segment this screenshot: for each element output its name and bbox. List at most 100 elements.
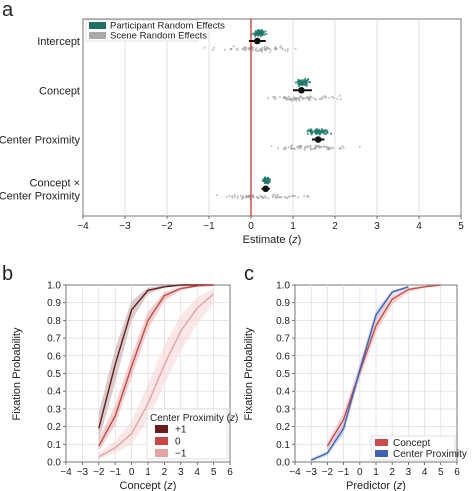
scene-effect-point (293, 148, 296, 151)
scene-effect-point (292, 194, 295, 197)
y-tick-label: 0.2 (47, 422, 61, 433)
scene-effect-point (272, 193, 275, 196)
row-label: Center Proximity (0, 190, 81, 202)
participant-effect-point (314, 130, 317, 133)
scene-effect-point (332, 96, 335, 99)
scene-effect-point (290, 144, 293, 147)
scene-effect-point (245, 46, 248, 49)
participant-effect-point (265, 178, 268, 181)
scene-effect-point (296, 146, 299, 149)
scene-effect-point (274, 194, 277, 197)
scene-effect-point (239, 194, 242, 197)
scene-effect-point (211, 49, 214, 52)
y-tick-label: 0.3 (276, 404, 290, 415)
scene-effect-point (331, 95, 334, 98)
scene-effect-point (298, 97, 301, 100)
scene-effect-point (241, 197, 244, 200)
participant-effect-point (261, 30, 264, 33)
legend-label-center-proximity: Center Proximity (393, 449, 467, 460)
y-tick-label: 0.1 (47, 440, 61, 451)
panel-letter-c: c (244, 263, 254, 285)
x-tick-label: 6 (227, 467, 233, 478)
scene-effect-point (274, 47, 277, 50)
y-tick-label: 0.5 (47, 369, 61, 380)
y-tick-label: 0.1 (276, 440, 290, 451)
confidence-band (98, 288, 214, 460)
x-tick-label: 4 (422, 467, 428, 478)
scene-effect-point (261, 46, 264, 49)
scene-effect-point (286, 48, 289, 51)
x-tick-label: −2 (322, 467, 334, 478)
scene-effect-point (358, 145, 361, 148)
scene-effect-point (275, 196, 278, 199)
participant-effect-point (319, 132, 322, 135)
participant-effect-point (324, 132, 327, 135)
scene-effect-point (246, 195, 249, 198)
scene-effect-point (255, 47, 258, 50)
x-tick-label: 1 (373, 467, 379, 478)
participant-effect-point (301, 82, 305, 85)
scene-effect-point (298, 147, 301, 150)
scene-effect-point (306, 144, 309, 147)
scene-effect-point (317, 145, 320, 148)
scene-effect-point (294, 98, 297, 101)
scene-effect-point (278, 196, 281, 199)
scene-effect-point (328, 147, 331, 150)
scene-effect-point (277, 147, 280, 150)
panel-a-random-effects (203, 28, 361, 200)
scene-effect-point (263, 46, 266, 49)
scene-effect-point (309, 148, 312, 151)
scene-effect-point (287, 195, 290, 198)
y-tick-label: 0.4 (47, 387, 61, 398)
scene-effect-point (274, 97, 277, 100)
y-tick-label: 0.6 (47, 351, 61, 362)
scene-effect-point (242, 48, 245, 51)
scene-effect-point (313, 148, 316, 151)
scene-effect-point (295, 96, 298, 99)
participant-effect-point (261, 33, 264, 36)
scene-effect-point (304, 97, 307, 100)
scene-effect-point (252, 49, 255, 52)
scene-effect-point (325, 145, 328, 148)
participant-effect-point (297, 79, 300, 82)
y-tick-label: 0.4 (276, 387, 290, 398)
scene-effect-point (292, 98, 295, 101)
panel-b-y-axis-label: Fixation Probability (11, 327, 23, 420)
y-tick-label: 0.0 (276, 458, 290, 469)
participant-effect-point (257, 34, 260, 37)
participant-effect-point (305, 83, 308, 86)
x-tick-label: −1 (109, 467, 121, 478)
scene-effect-point (290, 147, 293, 150)
scene-effect-point (308, 195, 311, 198)
participant-effect-point (294, 81, 297, 84)
x-tick-label: −4 (77, 221, 89, 232)
participant-effect-point (255, 30, 258, 33)
scene-effect-point (287, 95, 290, 98)
panel-c-y-ticks: 0.0 0.1 0.2 0.3 0.4 0.5 0.6 0.7 0.8 0.9 1.0 (276, 281, 295, 469)
scene-effect-point (284, 196, 287, 199)
panel-c-x-axis-label: Predictor (z) (346, 480, 406, 491)
legend-swatch-participant (89, 22, 106, 29)
scene-effect-point (286, 50, 289, 53)
y-tick-label: 1.0 (47, 281, 61, 292)
x-tick-label: 0 (129, 467, 135, 478)
participant-effect-point (329, 132, 333, 135)
participant-effect-point (259, 35, 262, 38)
scene-effect-point (319, 146, 322, 149)
participant-effect-point (266, 181, 269, 184)
x-tick-label: 3 (374, 221, 380, 232)
scene-effect-point (312, 96, 315, 99)
legend-swatch-scene (89, 32, 106, 39)
x-tick-label: −1 (203, 221, 215, 232)
y-tick-label: 0.8 (276, 316, 290, 327)
x-tick-label: −4 (289, 467, 301, 478)
legend-label-zero: 0 (175, 437, 181, 448)
participant-effect-point (267, 178, 270, 181)
scene-effect-point (252, 195, 255, 198)
participant-effect-point (308, 81, 311, 84)
x-tick-label: 4 (194, 467, 200, 478)
scene-effect-point (323, 95, 326, 98)
x-tick-label: −1 (338, 467, 350, 478)
scene-effect-point (261, 197, 264, 200)
